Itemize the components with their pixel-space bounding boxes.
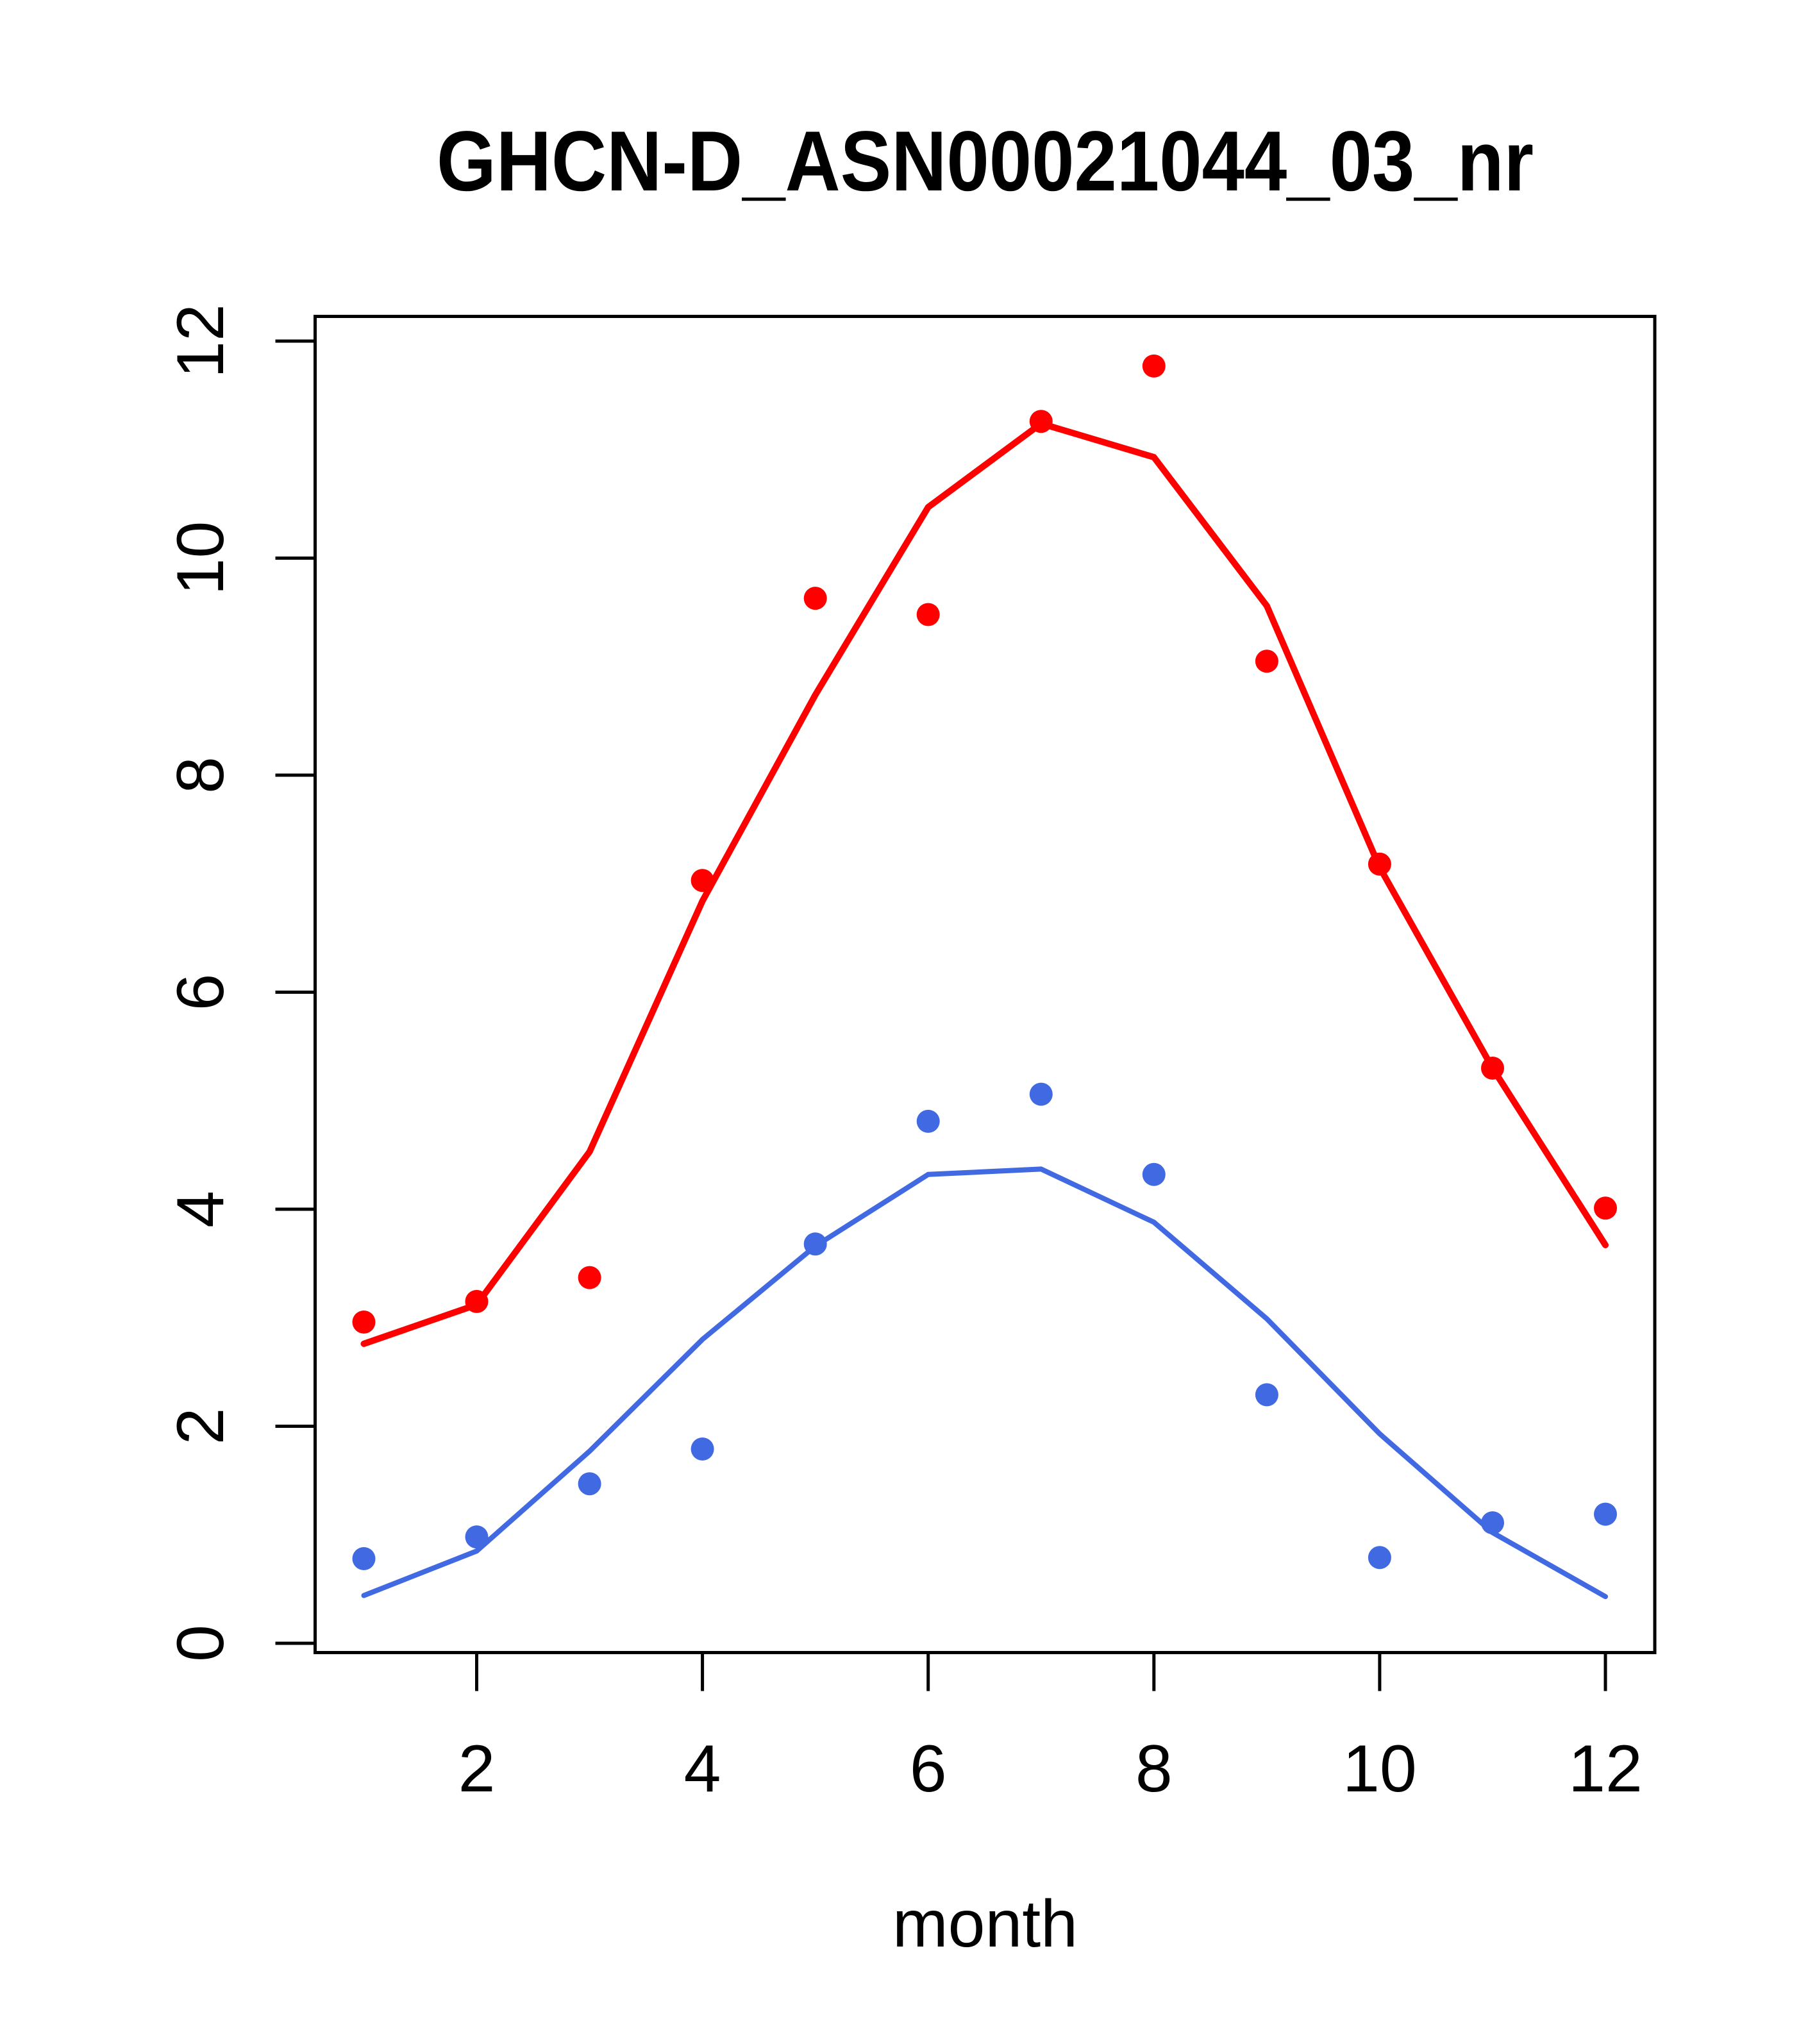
svg-text:8: 8 — [1135, 1732, 1173, 1806]
svg-text:6: 6 — [910, 1732, 947, 1806]
svg-text:10: 10 — [1343, 1732, 1417, 1806]
svg-text:2: 2 — [458, 1732, 496, 1806]
svg-text:2: 2 — [163, 1408, 238, 1445]
svg-text:month: month — [892, 1887, 1078, 1961]
svg-text:8: 8 — [163, 757, 238, 794]
svg-text:10: 10 — [163, 521, 238, 596]
svg-text:4: 4 — [684, 1732, 721, 1806]
svg-text:6: 6 — [163, 974, 238, 1011]
svg-text:12: 12 — [1568, 1732, 1643, 1806]
svg-text:12: 12 — [163, 304, 238, 378]
svg-text:GHCN-D_ASN00021044_03_nr: GHCN-D_ASN00021044_03_nr — [437, 114, 1534, 209]
svg-text:4: 4 — [163, 1191, 238, 1228]
svg-text:0: 0 — [163, 1625, 238, 1662]
